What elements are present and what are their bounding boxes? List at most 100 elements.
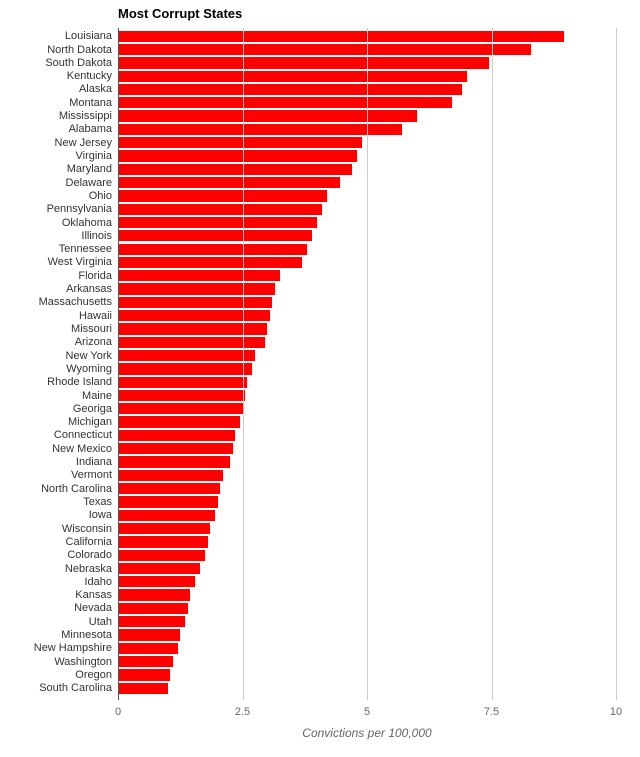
bar-label: Connecticut [54, 429, 112, 441]
bar [118, 190, 327, 201]
bar [118, 589, 190, 600]
bar [118, 416, 240, 427]
bar-label: Kentucky [67, 70, 112, 82]
bar [118, 576, 195, 587]
bar-label: Tennessee [59, 243, 112, 255]
gridline [616, 28, 617, 700]
x-tick-label: 10 [610, 706, 622, 718]
bar [118, 616, 185, 627]
x-axis-title: Convictions per 100,000 [118, 726, 616, 740]
bar [118, 323, 267, 334]
bar-label: Wisconsin [62, 523, 112, 535]
bar-label: Rhode Island [47, 376, 112, 388]
bar-label: Oregon [75, 669, 112, 681]
x-tick-label: 7.5 [484, 706, 499, 718]
bar [118, 244, 307, 255]
bar [118, 550, 205, 561]
bar [118, 164, 352, 175]
x-tick-label: 2.5 [235, 706, 250, 718]
bar-label: Idaho [84, 576, 112, 588]
bar-label: New Hampshire [34, 642, 112, 654]
bar [118, 44, 531, 55]
bar [118, 377, 247, 388]
bar-label: Colorado [67, 549, 112, 561]
bar [118, 150, 357, 161]
bar-label: Louisiana [65, 30, 112, 42]
bar [118, 669, 170, 680]
bar-label: North Carolina [41, 483, 112, 495]
bar [118, 110, 417, 121]
x-axis: 02.557.510 [118, 702, 616, 722]
bar [118, 177, 340, 188]
bar-label: Texas [83, 496, 112, 508]
bar-label: New York [66, 350, 112, 362]
bar-label: West Virginia [48, 256, 112, 268]
bar [118, 217, 317, 228]
bar-label: Arizona [75, 336, 112, 348]
bar [118, 363, 252, 374]
bar-label: Mississippi [59, 110, 112, 122]
bar [118, 310, 270, 321]
bar [118, 137, 362, 148]
bar [118, 483, 220, 494]
bar-label: South Dakota [45, 57, 112, 69]
bar-label: Michigan [68, 416, 112, 428]
bar [118, 270, 280, 281]
bar [118, 656, 173, 667]
bar [118, 57, 489, 68]
bar-label: Maryland [67, 163, 112, 175]
bar-label: North Dakota [47, 44, 112, 56]
x-tick-label: 5 [364, 706, 370, 718]
bar-label: Utah [89, 616, 112, 628]
bar-label: Kansas [75, 589, 112, 601]
bar [118, 283, 275, 294]
bar [118, 350, 255, 361]
bar-label: Georiga [73, 403, 112, 415]
bar [118, 443, 233, 454]
bar-label: New Mexico [52, 443, 112, 455]
x-tick-label: 0 [115, 706, 121, 718]
bar-label: Florida [78, 270, 112, 282]
bar-label: Minnesota [61, 629, 112, 641]
bar [118, 124, 402, 135]
bar-label: Indiana [76, 456, 112, 468]
bar-label: Alabama [69, 123, 112, 135]
bar-label: Virginia [76, 150, 113, 162]
gridline [367, 28, 368, 700]
chart-title: Most Corrupt States [118, 6, 242, 21]
bar-label: California [66, 536, 112, 548]
bar-label: Nevada [74, 602, 112, 614]
bar [118, 683, 168, 694]
bar-label: Nebraska [65, 563, 112, 575]
bar-label: Alaska [79, 83, 112, 95]
bar [118, 643, 178, 654]
bar [118, 523, 210, 534]
bar [118, 456, 230, 467]
bar [118, 536, 208, 547]
bar-label: Oklahoma [62, 217, 112, 229]
bar [118, 563, 200, 574]
bar-label: New Jersey [55, 137, 112, 149]
y-axis-baseline [118, 28, 119, 700]
gridline [492, 28, 493, 700]
bar [118, 297, 272, 308]
bar-label: Wyoming [66, 363, 112, 375]
bar [118, 204, 322, 215]
bar [118, 97, 452, 108]
bar [118, 510, 215, 521]
bar [118, 403, 243, 414]
plot-area: LouisianaNorth DakotaSouth DakotaKentuck… [118, 28, 616, 700]
gridline [243, 28, 244, 700]
bar-label: Maine [82, 390, 112, 402]
bar [118, 31, 564, 42]
bar-label: Arkansas [66, 283, 112, 295]
bar [118, 71, 467, 82]
bar-label: Washington [54, 656, 112, 668]
bar-label: Missouri [71, 323, 112, 335]
bar-label: Vermont [71, 469, 112, 481]
bar-label: Hawaii [79, 310, 112, 322]
bar-label: Illinois [81, 230, 112, 242]
bar-label: South Carolina [39, 682, 112, 694]
bar [118, 230, 312, 241]
bar [118, 84, 462, 95]
